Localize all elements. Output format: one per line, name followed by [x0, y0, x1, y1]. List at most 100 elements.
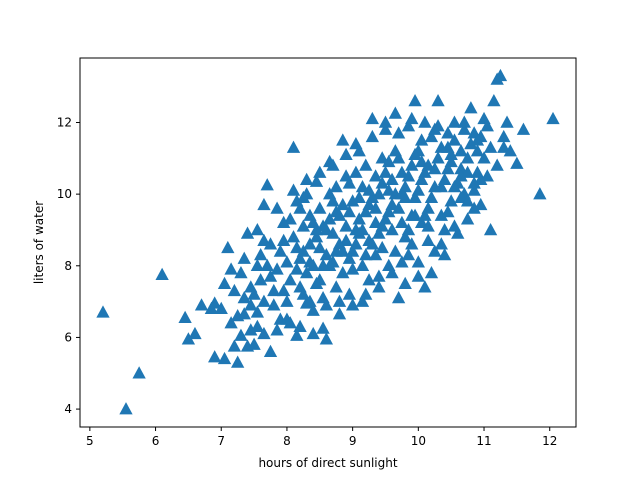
data-point	[313, 240, 327, 254]
data-point	[224, 316, 238, 329]
x-tick-label: 10	[411, 434, 426, 448]
data-point	[224, 262, 238, 275]
plot-frame	[79, 57, 577, 428]
data-point	[257, 326, 271, 340]
data-point	[428, 244, 442, 257]
data-point	[290, 194, 304, 207]
data-point	[398, 230, 412, 243]
data-point	[326, 158, 340, 171]
data-point	[437, 248, 452, 261]
data-point	[421, 219, 435, 232]
data-point	[431, 119, 445, 132]
data-point	[460, 151, 475, 164]
data-point	[296, 287, 311, 300]
data-point	[250, 305, 265, 318]
data-point	[296, 244, 311, 257]
data-point	[480, 169, 494, 182]
data-point	[460, 212, 475, 225]
data-point	[382, 154, 396, 168]
data-point	[470, 133, 485, 146]
data-point	[316, 258, 330, 272]
data-point	[355, 294, 370, 307]
data-point	[414, 154, 429, 168]
data-point	[388, 106, 402, 119]
data-point	[408, 190, 422, 203]
data-point	[303, 237, 317, 250]
data-point	[447, 115, 462, 128]
data-point	[457, 122, 471, 135]
data-point	[234, 265, 248, 279]
data-point	[503, 144, 517, 157]
data-point	[227, 283, 242, 297]
data-point	[362, 197, 376, 211]
data-point	[395, 215, 409, 229]
data-point	[257, 294, 271, 307]
data-point	[421, 158, 435, 171]
data-point	[467, 183, 481, 196]
data-point	[299, 265, 314, 279]
data-point	[217, 351, 232, 365]
data-point	[372, 226, 386, 239]
data-point	[434, 237, 448, 250]
data-point	[336, 265, 350, 279]
data-point	[286, 140, 301, 153]
data-point	[313, 201, 327, 214]
data-point	[303, 208, 317, 221]
data-point	[487, 93, 501, 107]
data-point	[362, 183, 376, 196]
data-point	[260, 258, 274, 272]
data-point	[352, 212, 366, 225]
data-point	[464, 101, 478, 114]
data-point	[270, 262, 284, 275]
data-point	[316, 321, 330, 334]
data-point	[391, 291, 406, 304]
data-point	[359, 287, 373, 300]
data-point	[424, 265, 439, 279]
data-point	[296, 219, 311, 232]
data-point	[299, 172, 314, 186]
data-point	[424, 190, 439, 203]
data-point	[290, 328, 304, 341]
data-point	[444, 194, 458, 207]
data-point	[359, 248, 373, 261]
data-point	[460, 165, 475, 178]
data-point	[217, 276, 232, 289]
data-point	[418, 280, 432, 293]
data-point	[375, 176, 389, 189]
data-point	[365, 129, 379, 143]
data-point	[316, 219, 330, 232]
data-point	[355, 258, 370, 272]
data-point	[290, 262, 304, 275]
data-point	[447, 133, 462, 146]
data-point	[408, 93, 422, 107]
data-point	[441, 126, 455, 139]
data-point	[194, 298, 209, 311]
data-point	[359, 158, 373, 171]
data-point	[342, 251, 357, 264]
data-point	[263, 237, 278, 250]
data-point	[372, 280, 386, 293]
data-point	[497, 140, 511, 153]
y-axis-label: liters of water	[32, 201, 46, 284]
x-tick-label: 6	[152, 434, 160, 448]
data-point	[391, 151, 406, 164]
data-point	[474, 197, 488, 211]
data-point	[299, 187, 314, 200]
data-point	[398, 276, 412, 289]
data-point	[319, 298, 334, 311]
data-point	[227, 339, 242, 352]
data-point	[290, 240, 304, 254]
data-point	[447, 219, 462, 232]
y-tick-label: 10	[57, 187, 72, 201]
data-point	[382, 205, 396, 218]
data-point	[424, 129, 439, 143]
data-point	[306, 303, 320, 316]
data-point	[375, 151, 389, 164]
data-point	[293, 201, 307, 214]
x-tick-label: 5	[86, 434, 94, 448]
data-point	[181, 332, 196, 345]
data-point	[260, 178, 274, 191]
data-point	[352, 190, 366, 203]
data-point	[467, 201, 481, 214]
data-point	[306, 326, 320, 340]
